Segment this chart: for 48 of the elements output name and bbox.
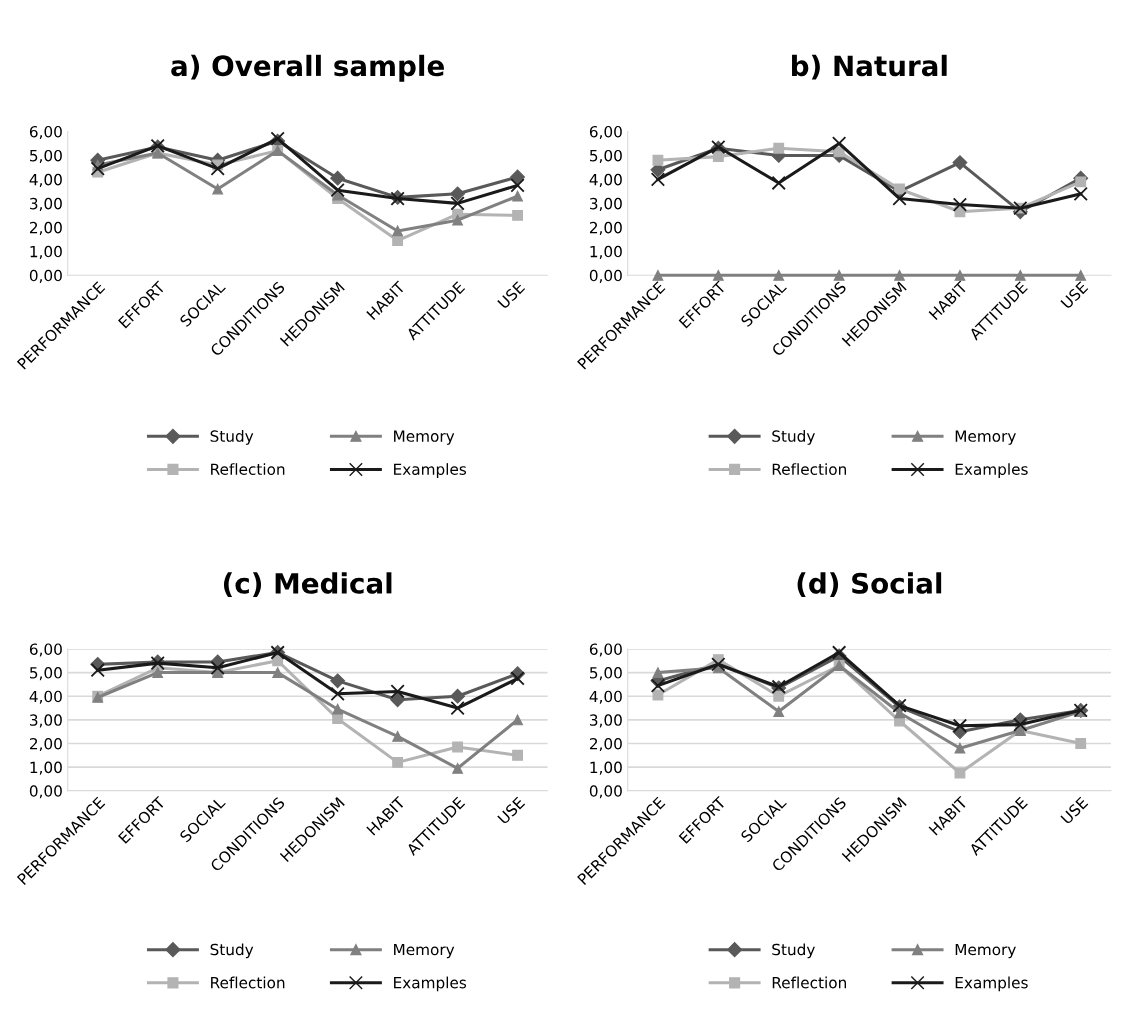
legend-label: Examples bbox=[955, 463, 1028, 478]
y-tick-label: 1,00 bbox=[30, 761, 62, 775]
legend-label: Memory bbox=[955, 430, 1016, 445]
y-tick-label: 0,00 bbox=[29, 269, 62, 283]
y-tick-label: 6,00 bbox=[29, 643, 62, 657]
y-tick-label: 4,00 bbox=[29, 173, 62, 187]
y-tick-label: 5,00 bbox=[30, 667, 62, 681]
legend-label: Reflection bbox=[772, 976, 846, 989]
y-tick-label: 6,00 bbox=[589, 643, 622, 657]
y-tick-label: 5,00 bbox=[590, 667, 622, 681]
legend-label: Reflection bbox=[211, 976, 285, 989]
legend-label: Study bbox=[210, 430, 254, 445]
legend-label: Study bbox=[210, 943, 254, 959]
y-tick-label: 1,00 bbox=[590, 245, 622, 259]
legend-label: Memory bbox=[394, 943, 455, 959]
chart-title: b) Natural bbox=[792, 54, 947, 80]
y-tick-label: 4,00 bbox=[589, 173, 622, 187]
legend-label: Memory bbox=[955, 943, 1016, 959]
y-tick-label: 2,00 bbox=[589, 737, 622, 752]
y-tick-label: 0,00 bbox=[589, 785, 622, 799]
y-tick-label: 1,00 bbox=[30, 245, 62, 259]
y-tick-label: 0,00 bbox=[589, 269, 622, 283]
y-tick-label: 3,00 bbox=[30, 714, 62, 728]
legend-label: Examples bbox=[394, 463, 467, 478]
legend-label: Reflection bbox=[772, 463, 846, 475]
chart-title: (c) Medical bbox=[223, 572, 392, 598]
y-tick-label: 5,00 bbox=[590, 149, 622, 163]
y-tick-label: 5,00 bbox=[30, 149, 62, 163]
y-tick-label: 6,00 bbox=[589, 125, 622, 140]
y-tick-label: 3,00 bbox=[30, 197, 62, 211]
y-tick-label: 4,00 bbox=[29, 690, 62, 704]
legend-label: Study bbox=[772, 943, 815, 959]
y-tick-label: 6,00 bbox=[29, 125, 62, 140]
y-tick-label: 2,00 bbox=[29, 737, 62, 752]
legend-label: Study bbox=[772, 430, 815, 445]
y-tick-label: 3,00 bbox=[590, 197, 622, 211]
y-tick-label: 2,00 bbox=[29, 221, 62, 235]
legend-label: Examples bbox=[394, 976, 467, 992]
chart-title: (d) Social bbox=[797, 572, 942, 598]
y-tick-label: 0,00 bbox=[29, 785, 62, 799]
y-tick-label: 3,00 bbox=[590, 714, 622, 728]
y-tick-label: 1,00 bbox=[590, 761, 622, 775]
y-tick-label: 4,00 bbox=[589, 690, 622, 704]
y-tick-label: 2,00 bbox=[589, 221, 622, 235]
legend-label: Memory bbox=[394, 430, 455, 445]
chart-title: a) Overall sample bbox=[171, 54, 444, 82]
legend-label: Examples bbox=[955, 976, 1028, 992]
legend-label: Reflection bbox=[211, 463, 285, 475]
